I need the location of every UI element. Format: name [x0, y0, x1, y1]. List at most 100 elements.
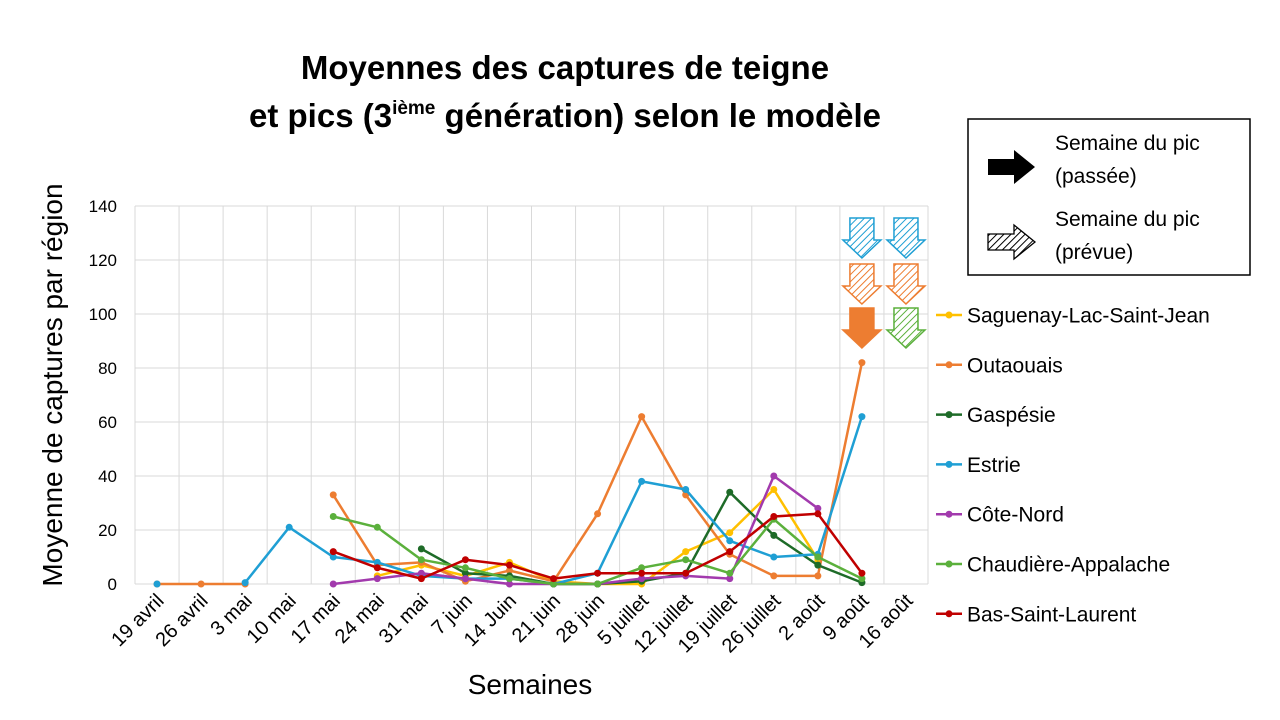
- legend-label: Bas-Saint-Laurent: [967, 603, 1136, 626]
- data-point: [726, 488, 734, 496]
- title-line2-post: génération) selon le modèle: [435, 97, 881, 134]
- x-tick-label: 10 mai: [243, 590, 301, 648]
- data-point: [550, 575, 558, 583]
- key-past-line1: Semaine du pic: [1055, 132, 1200, 155]
- data-point: [814, 553, 822, 561]
- legend-label: Estrie: [967, 454, 1021, 477]
- data-point: [417, 569, 425, 577]
- data-point: [505, 561, 513, 569]
- y-tick-label: 140: [89, 197, 117, 216]
- data-point: [153, 580, 161, 588]
- data-point: [814, 504, 822, 512]
- data-point: [638, 575, 646, 583]
- chart-title-line2: et pics (3ième génération) selon le modè…: [249, 97, 881, 134]
- data-point: [638, 477, 646, 485]
- data-point: [682, 548, 690, 556]
- legend: Saguenay-Lac-Saint-Jean Outaouais Gaspésie…: [936, 305, 1210, 626]
- data-point: [770, 513, 778, 520]
- legend-item: Chaudière-Appalache: [936, 554, 1170, 577]
- title-line2-pre: et pics (3: [249, 97, 392, 134]
- y-tick-label: 120: [89, 251, 117, 270]
- key-past-line2: (passée): [1055, 165, 1137, 188]
- peak-key-box: Semaine du pic (passée) Semaine du pic (…: [967, 118, 1251, 276]
- key-forecast-line2: (prévue): [1055, 241, 1133, 264]
- y-axis-label: Moyenne de captures par région: [37, 183, 68, 586]
- data-point: [373, 523, 381, 531]
- data-point: [814, 572, 822, 580]
- legend-label: Chaudière-Appalache: [967, 554, 1170, 577]
- data-point: [417, 556, 425, 564]
- y-tick-label: 100: [89, 305, 117, 324]
- peak-arrows: [841, 217, 927, 350]
- legend-label: Saguenay-Lac-Saint-Jean: [967, 305, 1210, 328]
- y-tick-label: 80: [98, 359, 117, 378]
- legend-swatch-marker: [945, 411, 953, 419]
- y-axis-ticks: 0 20 40 60 80 100 120 140: [89, 197, 117, 594]
- data-point: [505, 580, 513, 588]
- data-point: [638, 413, 646, 421]
- data-point: [770, 472, 778, 480]
- legend-label: Gaspésie: [967, 404, 1056, 427]
- peak-arrow-forecast: [885, 263, 927, 306]
- data-point: [197, 580, 205, 588]
- data-point: [858, 569, 866, 577]
- legend-item: Bas-Saint-Laurent: [936, 603, 1136, 626]
- data-point: [726, 537, 734, 545]
- data-point: [814, 510, 822, 518]
- data-point: [638, 569, 646, 577]
- title-line2-sup: ième: [392, 98, 435, 119]
- y-tick-label: 0: [108, 575, 117, 594]
- data-point: [770, 572, 778, 580]
- data-point: [417, 575, 425, 583]
- x-tick-label: 24 mai: [331, 590, 389, 648]
- legend-item: Outaouais: [936, 354, 1063, 377]
- peak-arrow-forecast: [841, 263, 883, 306]
- x-tick-label: 31 mai: [375, 590, 433, 648]
- data-point: [505, 575, 513, 583]
- data-point: [373, 558, 381, 566]
- series-1: [153, 359, 866, 588]
- chart-title-line1: Moyennes des captures de teigne: [301, 49, 829, 86]
- data-point: [858, 359, 866, 367]
- legend-swatch-marker: [945, 560, 953, 568]
- x-tick-label: 21 juin: [508, 590, 565, 647]
- data-point: [241, 579, 249, 587]
- legend-swatch-marker: [945, 610, 953, 618]
- data-point: [461, 569, 469, 577]
- data-point: [770, 553, 778, 561]
- data-point: [285, 523, 293, 531]
- data-point: [550, 580, 558, 588]
- data-point: [770, 486, 778, 493]
- data-point: [726, 548, 734, 556]
- data-point: [594, 569, 602, 577]
- legend-swatch-marker: [945, 510, 953, 518]
- data-point: [814, 561, 822, 569]
- data-point: [329, 553, 337, 561]
- series-line: [332, 512, 863, 580]
- legend-item: Estrie: [936, 454, 1021, 477]
- data-point: [770, 531, 778, 539]
- legend-swatch-marker: [945, 361, 953, 369]
- data-point: [329, 548, 337, 556]
- data-point: [373, 575, 381, 583]
- legend-item: Gaspésie: [936, 404, 1056, 427]
- key-arrow-past: [988, 150, 1035, 184]
- legend-label: Outaouais: [967, 354, 1063, 377]
- x-tick-label: 17 mai: [287, 590, 345, 648]
- data-point: [505, 567, 513, 574]
- y-tick-label: 60: [98, 413, 117, 432]
- data-point: [726, 575, 734, 583]
- peak-arrow-forecast: [885, 307, 927, 350]
- data-point: [329, 491, 337, 499]
- peak-arrow-past: [841, 307, 883, 350]
- data-point: [682, 569, 690, 577]
- peak-arrow-forecast: [885, 217, 927, 260]
- legend-item: Saguenay-Lac-Saint-Jean: [936, 305, 1210, 328]
- series-6: [329, 510, 866, 583]
- data-point: [858, 413, 866, 421]
- legend-item: Côte-Nord: [936, 504, 1064, 527]
- x-tick-label: 2 août: [775, 590, 830, 645]
- peak-arrow-forecast: [841, 217, 883, 260]
